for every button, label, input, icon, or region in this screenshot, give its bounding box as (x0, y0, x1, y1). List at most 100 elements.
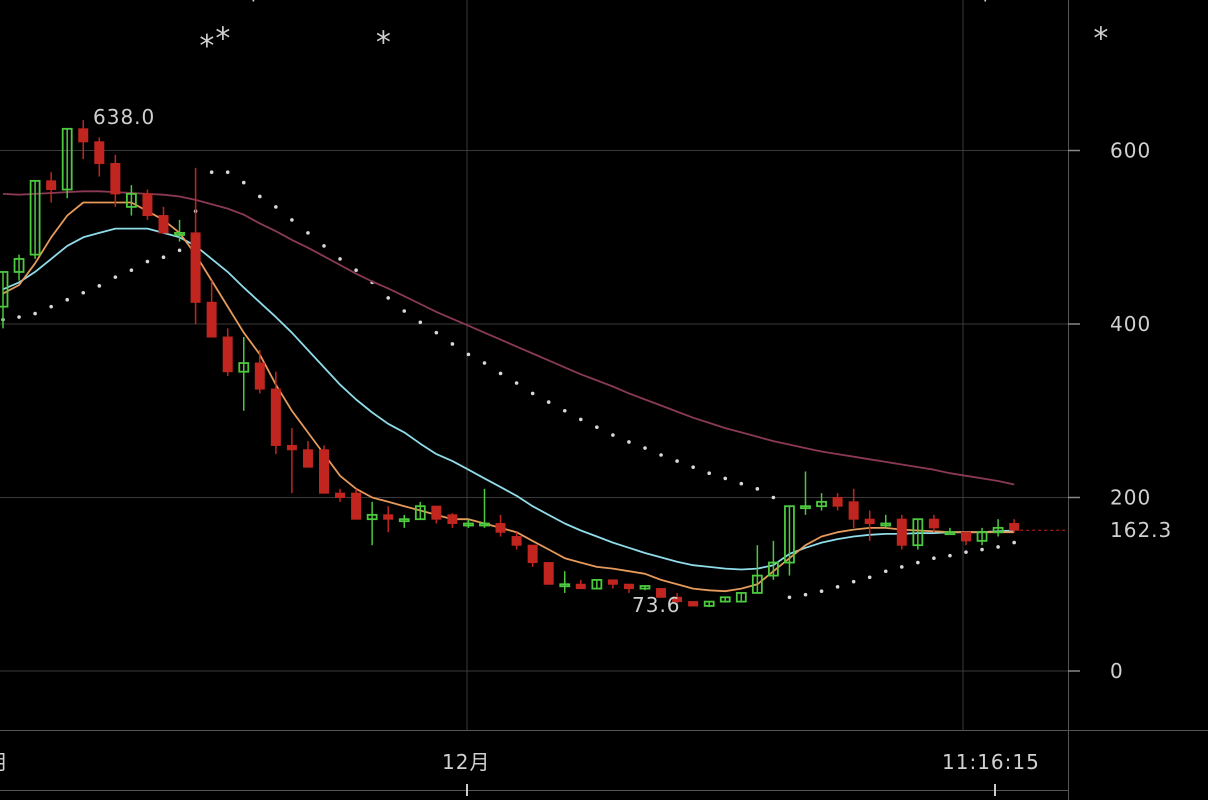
candle-up (414, 501, 426, 521)
candle-up (126, 185, 137, 216)
candle-body (270, 388, 281, 446)
sar-dot (450, 342, 455, 346)
candle-body (366, 513, 378, 521)
sar-dot (17, 315, 21, 319)
candle-body (848, 501, 859, 520)
candle-body (110, 163, 121, 195)
candle-body (784, 505, 795, 564)
candle-body (832, 497, 843, 507)
signal-marker-clipped: * (246, 0, 261, 18)
candle-up (719, 596, 731, 603)
candle-down (319, 445, 329, 494)
candle-down (495, 514, 506, 537)
candle-body (639, 585, 651, 590)
candle-body (78, 128, 89, 143)
last-price-label: 162.3 (1110, 518, 1172, 542)
sar-dot (129, 268, 134, 273)
sar-dot (835, 585, 840, 589)
candle-down (286, 428, 297, 494)
candle-down (447, 513, 458, 528)
candle-body (703, 600, 715, 607)
candle-down (110, 154, 121, 207)
candle-body (222, 336, 233, 373)
candle-body (800, 505, 811, 510)
sar-dot (562, 408, 567, 413)
candle-down (511, 532, 522, 550)
candle-up (751, 545, 763, 594)
candle-body (543, 562, 554, 585)
candle-body (575, 583, 586, 590)
candle-down (848, 488, 859, 528)
candle-body (511, 536, 522, 546)
candle-body (0, 271, 9, 308)
sar-dot (241, 180, 246, 185)
candle-body (206, 301, 217, 338)
candle-up (800, 471, 811, 515)
time-axis[interactable] (0, 730, 1208, 797)
candle-body (431, 505, 442, 520)
candle-down (158, 206, 169, 234)
sar-dot (755, 487, 760, 491)
sar-dot (97, 284, 102, 288)
candle-down (575, 579, 586, 590)
candle-down (302, 441, 313, 468)
candle-up (703, 600, 715, 608)
candle-body (976, 531, 988, 542)
candle-down (832, 493, 843, 511)
sar-dot (322, 244, 326, 248)
sar-dot (739, 481, 744, 486)
sar-dot (290, 218, 294, 222)
candle-down (928, 514, 939, 533)
candle-body (912, 518, 924, 547)
candle-down (656, 588, 667, 598)
candle-body (61, 127, 73, 191)
signal-marker: * (215, 21, 230, 56)
sar-dot (466, 352, 471, 357)
candle-down (206, 280, 217, 338)
sar-dot (867, 575, 872, 580)
sar-dot (900, 565, 904, 569)
candle-body (880, 522, 892, 527)
high-label: 638.0 (93, 105, 155, 129)
candle-body (13, 258, 25, 273)
candle-up (398, 514, 410, 528)
sar-dot (113, 275, 118, 279)
candle-up (13, 254, 25, 281)
candle-body (672, 596, 683, 603)
candle-up (784, 505, 795, 576)
candle-body (559, 583, 571, 588)
sar-dot (530, 391, 535, 396)
candle-down (896, 514, 907, 550)
candle-body (591, 579, 603, 590)
candle-down (190, 167, 201, 324)
candle-body (623, 583, 634, 590)
sar-dot (209, 170, 214, 174)
candle-body (928, 518, 939, 529)
sar-dot (338, 257, 342, 261)
sar-dot (418, 320, 423, 325)
candle-down (383, 506, 394, 533)
sar-dot (514, 381, 519, 385)
candle-body (158, 215, 169, 234)
sar-dot (258, 194, 262, 199)
sar-dot (803, 592, 808, 597)
candle-body (94, 141, 105, 165)
candle-up (735, 592, 747, 603)
sar-dot (771, 495, 776, 500)
sar-dot (723, 476, 728, 481)
candle-body (896, 518, 907, 546)
sar-dot (274, 205, 278, 209)
sar-dot (964, 550, 968, 554)
candle-body (1009, 523, 1020, 531)
candle-body (414, 505, 426, 521)
sar-dot (643, 446, 647, 450)
grid-lines (0, 0, 1068, 730)
sar-dot (787, 595, 792, 600)
price-axis[interactable]: 0 200 400 600 (1068, 0, 1151, 800)
candle-up (366, 501, 378, 546)
candle-body (174, 232, 185, 236)
signal-markers: * * * ** * (199, 0, 1108, 64)
candle-body (238, 362, 250, 373)
sar-dot (49, 304, 53, 309)
